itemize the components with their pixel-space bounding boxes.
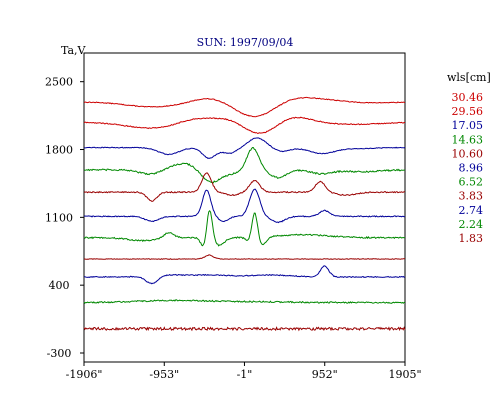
series-line (83, 254, 405, 260)
y-tick-label: 1800 (45, 144, 73, 157)
x-tick-label: 1905" (388, 368, 421, 381)
legend-title: wls[cm] (447, 71, 491, 84)
legend-entry: 2.74 (459, 204, 484, 217)
series-line (83, 326, 406, 332)
series-group (83, 96, 406, 332)
legend-entry: 14.63 (452, 133, 484, 146)
legend-entry: 1.83 (459, 232, 484, 245)
y-tick-label: 2500 (45, 76, 73, 89)
series-line (83, 299, 406, 304)
legend-entry: 17.05 (452, 119, 484, 132)
series-line (83, 116, 405, 135)
legend-entry: 6.52 (459, 176, 484, 189)
x-tick-label: -1" (237, 368, 253, 381)
legend-entry: 30.46 (452, 91, 484, 104)
series-line (84, 265, 406, 285)
legend-entry: 10.60 (452, 147, 484, 160)
legend-entry: 8.96 (459, 162, 484, 175)
legend-entry: 2.24 (459, 218, 484, 231)
x-tick-label: -1906" (66, 368, 103, 381)
x-tick-label: 952" (312, 368, 338, 381)
series-line (83, 188, 405, 224)
chart-title: SUN: 1997/09/04 (197, 36, 294, 49)
y-tick-label: -300 (47, 347, 72, 360)
series-line (83, 137, 406, 159)
series-line (83, 96, 406, 118)
series-line (83, 146, 405, 184)
y-tick-label: 400 (49, 279, 70, 292)
y-tick-label: 1100 (45, 211, 73, 224)
x-tick-label: -953" (149, 368, 179, 381)
plot-frame (83, 52, 406, 363)
axis-group: -300 400 1100 1800 2500 -1906" -953" -1" 952" 190… (45, 76, 422, 381)
y-axis-label: Ta,V (61, 44, 87, 57)
series-line (83, 172, 405, 202)
legend-entry: 3.83 (459, 190, 484, 203)
legend-entry: 29.56 (452, 105, 484, 118)
series-line (83, 210, 406, 247)
